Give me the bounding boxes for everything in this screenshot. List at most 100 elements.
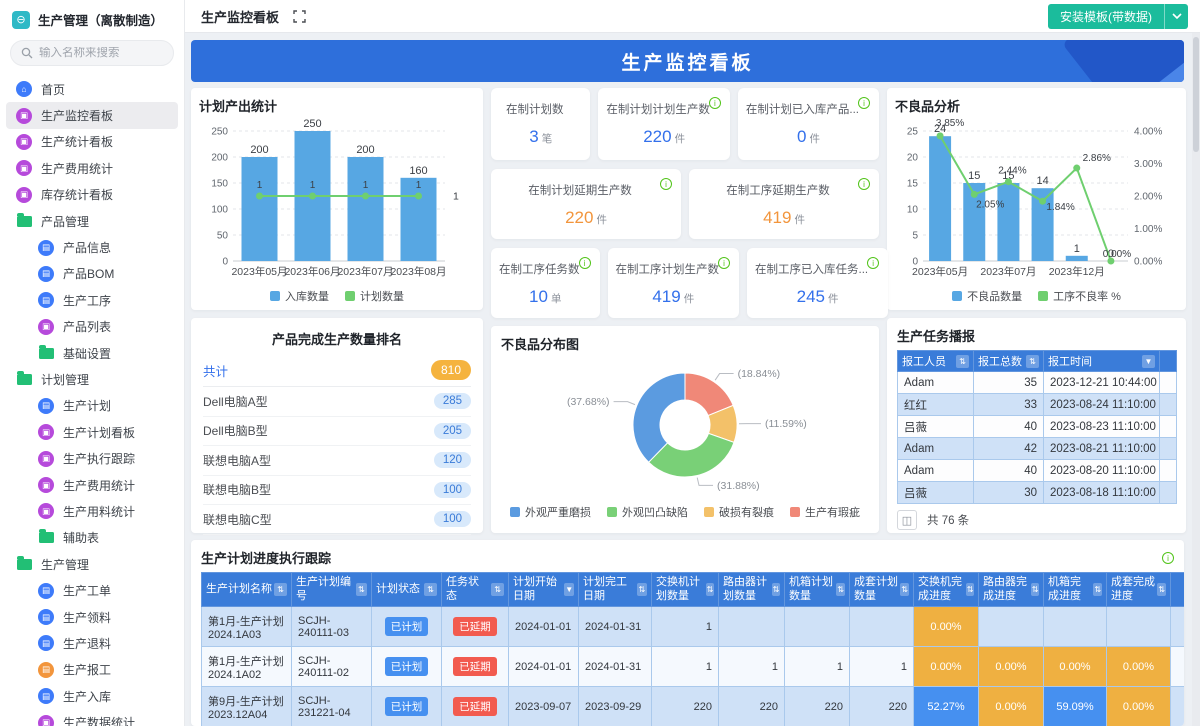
- ranking-item-badge: 100: [433, 511, 471, 528]
- nav-item-page[interactable]: ⌂ 首页: [6, 76, 178, 102]
- nav-item-page[interactable]: ▤ 产品BOM: [6, 261, 178, 287]
- nav-item-page[interactable]: ▣ 生产计划看板: [6, 419, 178, 445]
- table-row[interactable]: 第9月-生产计划 2023.12A04 SCJH-231221-04 已计划 已延期 2…: [201, 686, 1184, 726]
- info-icon[interactable]: i: [578, 257, 591, 269]
- column-header[interactable]: 成套完成进度 ⇅: [1106, 572, 1171, 607]
- task-status-badge: 已延期: [453, 657, 497, 676]
- install-template-label[interactable]: 安装模板(带数据): [1060, 9, 1152, 24]
- legend-item[interactable]: 入库数量: [270, 288, 329, 304]
- table-row[interactable]: 第1月-生产计划 2024.1A03 SCJH-240111-03 已计划 已延期 20…: [201, 606, 1184, 647]
- column-header[interactable]: 生产计划编号 ⇅: [291, 572, 372, 607]
- install-dropdown-caret[interactable]: [1164, 3, 1188, 29]
- nav-item-page[interactable]: ▣ 库存统计看板: [6, 182, 178, 208]
- info-icon[interactable]: i: [660, 178, 672, 190]
- nav-item-folder[interactable]: 辅助表: [6, 525, 178, 551]
- column-header[interactable]: 报工人员 ⇅: [897, 350, 974, 372]
- nav-item-page[interactable]: ▤ 生产工单: [6, 577, 178, 603]
- column-header[interactable]: 计划完工日期 ⇅: [578, 572, 652, 607]
- info-icon[interactable]: i: [708, 97, 721, 109]
- svg-text:200: 200: [250, 144, 268, 156]
- column-header[interactable]: 交换机计划数量 ⇅: [651, 572, 719, 607]
- ranking-item[interactable]: 联想电脑C型 100: [203, 505, 471, 535]
- table-row[interactable]: 红红 33 2023-08-24 11:10:00: [897, 393, 1177, 416]
- ranking-item[interactable]: Dell电脑B型 205: [203, 417, 471, 446]
- info-icon[interactable]: i: [1162, 551, 1174, 564]
- ranking-item-name: Dell电脑B型: [203, 424, 268, 439]
- column-header[interactable]: 路由器完成进度 ⇅: [978, 572, 1044, 607]
- table-row[interactable]: Adam 35 2023-12-21 10:44:00: [897, 371, 1177, 394]
- nav-item-page[interactable]: ▣ 生产监控看板: [6, 102, 178, 129]
- nav-item-page[interactable]: ▣ 生产执行跟踪: [6, 445, 178, 471]
- nav-item-folder[interactable]: 产品管理: [6, 208, 178, 234]
- column-header[interactable]: 报工时间 ▼: [1043, 350, 1160, 372]
- legend-item[interactable]: 工序不良率 %: [1038, 288, 1121, 304]
- sort-icon: ⇅: [1157, 583, 1166, 596]
- column-header[interactable]: 机箱计划数量 ⇅: [784, 572, 850, 607]
- column-header[interactable]: 机箱完成进度 ⇅: [1043, 572, 1107, 607]
- nav-item-page[interactable]: ▤ 生产工序: [6, 287, 178, 313]
- monitor-icon: ▣: [16, 160, 32, 177]
- nav-item-folder[interactable]: 生产管理: [6, 551, 178, 577]
- table-row[interactable]: 吕薇 40 2023-08-23 11:10:00: [897, 415, 1177, 438]
- nav-item-page[interactable]: ▤ 产品信息: [6, 234, 178, 260]
- info-icon[interactable]: i: [858, 178, 870, 190]
- nav-item-page[interactable]: ▤ 生产报工: [6, 657, 178, 683]
- progress-cell: 0.00%: [913, 606, 979, 647]
- search-input[interactable]: [39, 47, 159, 59]
- table-row[interactable]: Adam 42 2023-08-21 11:10:00: [897, 437, 1177, 460]
- legend-item[interactable]: 外观凹凸缺陷: [607, 504, 688, 520]
- folder-icon: [16, 370, 32, 385]
- column-header[interactable]: 任务状态 ⇅: [441, 572, 509, 607]
- info-icon[interactable]: i: [867, 257, 880, 269]
- nav-item-folder[interactable]: 基础设置: [6, 340, 178, 366]
- tab-production-dashboard[interactable]: 生产监控看板: [201, 9, 280, 25]
- nav-item-page[interactable]: ▤ 生产计划: [6, 393, 178, 419]
- column-header[interactable]: 路由器计划数量 ⇅: [718, 572, 785, 607]
- topbar: 生产监控看板 安装模板(带数据): [185, 0, 1200, 33]
- dashboard-grid: 计划产出统计 0 50 100 150 200 250 1 200 250 200 160 1 1 1 1 2…: [191, 88, 1186, 535]
- legend-item[interactable]: 破损有裂痕: [704, 504, 774, 520]
- nav-item-page[interactable]: ▤ 生产入库: [6, 683, 178, 709]
- column-header[interactable]: 报工总数 ⇅: [973, 350, 1044, 372]
- table-row[interactable]: 第1月-生产计划 2024.1A02 SCJH-240111-02 已计划 已延期 20…: [201, 646, 1184, 687]
- sidebar: ⊖ 生产管理（离散制造） ⌂ 首页 ▣ 生产监控看板 ▣ 生产统计看板 ▣ 生产费用统计 ▣ 库存…: [0, 0, 185, 726]
- progress-cell: 0.00%: [1043, 646, 1107, 687]
- svg-text:2023年07月: 2023年07月: [980, 265, 1036, 278]
- nav-item-page[interactable]: ▤ 生产退料: [6, 630, 178, 656]
- fullscreen-icon[interactable]: [293, 9, 306, 23]
- nav-item-page[interactable]: ▣ 生产费用统计: [6, 472, 178, 498]
- info-icon[interactable]: i: [858, 97, 870, 109]
- legend-item[interactable]: 不良品数量: [952, 288, 1022, 304]
- column-header[interactable]: 计划状态 ⇅: [371, 572, 442, 607]
- table-row[interactable]: Adam 40 2023-08-20 11:10:00: [897, 459, 1177, 482]
- page-scrollbar[interactable]: [1192, 33, 1200, 726]
- column-header[interactable]: 成套计划数量 ⇅: [849, 572, 914, 607]
- sidebar-search[interactable]: [10, 40, 174, 66]
- nav-item-page[interactable]: ▣ 生产数据统计: [6, 709, 178, 726]
- nav-item-page[interactable]: ▣ 生产用料统计: [6, 498, 178, 524]
- legend-swatch: [952, 291, 963, 301]
- svg-text:2.00%: 2.00%: [1134, 192, 1162, 203]
- nav-item-folder[interactable]: 计划管理: [6, 366, 178, 392]
- main-area: 生产监控看板 安装模板(带数据) 生产监控看板 计划产出统计 0 50 100 150…: [185, 0, 1200, 726]
- nav-item-page[interactable]: ▣ 产品列表: [6, 314, 178, 340]
- dashboard-banner: 生产监控看板: [191, 40, 1184, 82]
- column-header[interactable]: 交换机完成进度 ⇅: [913, 572, 979, 607]
- ranking-item[interactable]: Dell电脑A型 285: [203, 387, 471, 417]
- nav-item-page[interactable]: ▣ 生产费用统计: [6, 155, 178, 181]
- ranking-item[interactable]: 联想电脑A型 120: [203, 446, 471, 476]
- column-header[interactable]: 生产计划名称 ⇅: [201, 572, 292, 607]
- pagination-icon[interactable]: ◫: [897, 510, 917, 530]
- legend-item[interactable]: 生产有瑕疵: [790, 504, 860, 520]
- svg-text:1: 1: [310, 180, 316, 191]
- column-header[interactable]: 计划开始日期 ▼: [508, 572, 579, 607]
- legend-item[interactable]: 外观严重磨损: [510, 504, 591, 520]
- nav-item-page[interactable]: ▤ 生产领料: [6, 604, 178, 630]
- table-row[interactable]: 吕薇 30 2023-08-18 11:10:00: [897, 481, 1177, 504]
- nav-item-page[interactable]: ▣ 生产统计看板: [6, 129, 178, 155]
- sort-icon: ⇅: [424, 583, 437, 596]
- info-icon[interactable]: i: [718, 257, 730, 269]
- ranking-item[interactable]: 联想电脑B型 100: [203, 476, 471, 505]
- legend-item[interactable]: 计划数量: [345, 288, 404, 304]
- install-template-button[interactable]: 安装模板(带数据): [1048, 3, 1188, 29]
